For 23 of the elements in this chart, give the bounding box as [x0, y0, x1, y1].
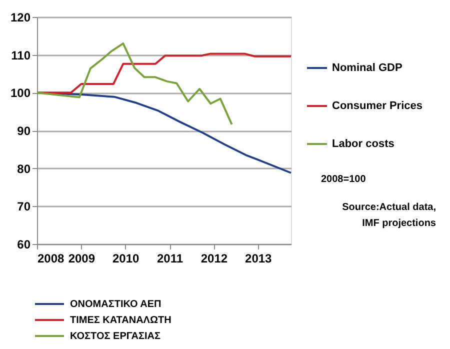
legend-label: Labor costs: [332, 138, 394, 150]
x-tick-label: 2012: [200, 252, 228, 266]
text: ΟΝΟΜΑΣΤΙΚΟ ΑΕΠ: [70, 299, 162, 310]
y-tick-label: 90: [17, 124, 31, 138]
text: ΤΙΜΕΣ ΚΑΤΑΝΑΛΩΤΗ: [70, 315, 172, 326]
line-series: [36, 52, 292, 94]
y-tick-label: 110: [11, 48, 31, 62]
legend-label: Consumer Prices: [332, 100, 422, 112]
x-tick-label: 2013: [245, 252, 272, 266]
x-tick-label: 2009: [68, 252, 96, 266]
y-tick-label: 100: [10, 86, 31, 100]
y-tick-label: 60: [17, 238, 31, 252]
y-tick-label: 80: [17, 162, 31, 176]
legend-label: Nominal GDP: [332, 62, 402, 74]
x-tick-label: 2010: [112, 252, 140, 266]
x-tick-label: 2008: [38, 252, 65, 266]
text: 2008=100: [321, 174, 366, 185]
y-tick-label: 70: [17, 200, 31, 214]
text: ΚΟΣΤΟΣ ΕΡΓΑΣΙΑΣ: [70, 331, 161, 342]
x-tick-label: 2011: [157, 252, 184, 266]
line-series: [36, 42, 233, 126]
source-note: Source:Actual data, IMF projections: [342, 202, 436, 229]
y-tick-label: 120: [10, 10, 31, 24]
